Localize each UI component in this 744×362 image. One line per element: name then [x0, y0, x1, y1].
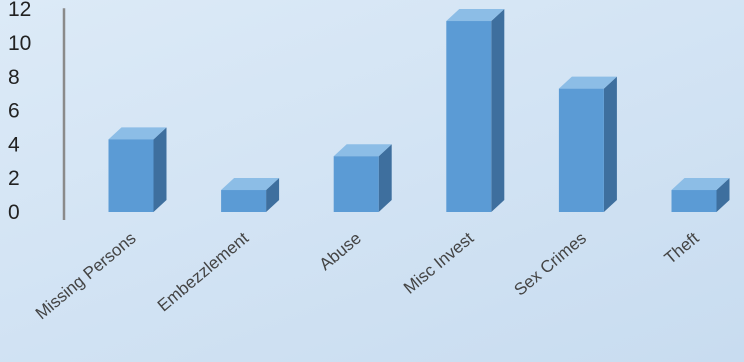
bar-front-face	[558, 88, 604, 212]
bar-abuse	[333, 144, 392, 212]
bar-top-face	[558, 76, 617, 89]
bar-misc-invest	[446, 9, 505, 213]
y-tick-label: 10	[8, 32, 31, 55]
x-tick-labels: Missing Persons Embezzlement Abuse Misc Inv…	[32, 228, 703, 323]
y-tick-labels: 0 2 4 6 8 10 12	[8, 0, 31, 224]
y-tick-label: 0	[8, 201, 20, 224]
bar-top-face	[333, 144, 392, 157]
bar-side-face	[603, 76, 617, 212]
bar-side-face	[153, 127, 167, 212]
x-tick-label: Missing Persons	[32, 229, 140, 324]
bar-top-face	[221, 178, 280, 191]
bar-side-face	[266, 178, 280, 212]
bar-sex-crimes	[558, 76, 617, 212]
bar-theft	[671, 178, 730, 212]
x-tick-label: Embezzlement	[154, 228, 253, 315]
bar-front-face	[671, 190, 717, 212]
bar-top-face	[446, 9, 505, 22]
bar-side-face	[378, 144, 392, 212]
bar-front-face	[333, 156, 379, 212]
bar-top-face	[671, 178, 730, 191]
bar-embezzlement	[221, 178, 280, 212]
bar-front-face	[446, 21, 492, 213]
x-tick-label: Misc Invest	[400, 228, 478, 297]
bars	[108, 9, 730, 213]
bar-side-face	[491, 9, 505, 213]
bar-side-face	[716, 178, 730, 212]
y-tick-label: 8	[8, 66, 20, 89]
bar-missing-persons	[108, 127, 167, 212]
y-tick-label: 12	[8, 0, 31, 21]
bar-front-face	[108, 139, 154, 212]
x-tick-label: Abuse	[316, 229, 365, 275]
bar-top-face	[108, 127, 167, 140]
x-tick-label: Sex Crimes	[510, 229, 590, 300]
y-tick-label: 2	[8, 167, 20, 190]
y-tick-label: 4	[8, 133, 20, 156]
bar-front-face	[221, 190, 267, 212]
x-tick-label: Theft	[661, 228, 703, 268]
y-tick-label: 6	[8, 100, 20, 123]
